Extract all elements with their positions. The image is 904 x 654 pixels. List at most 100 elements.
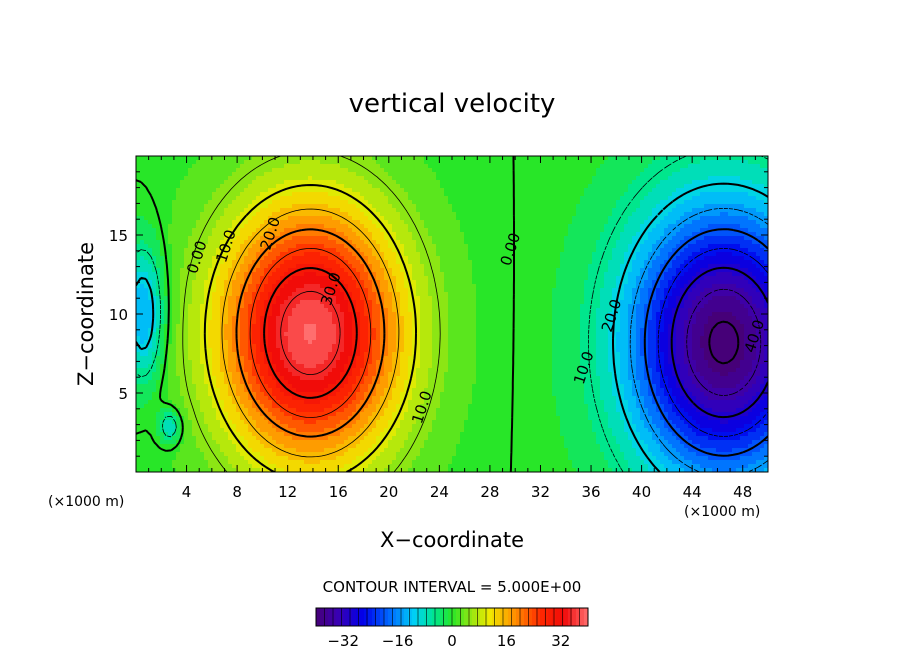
contour-line	[136, 156, 768, 472]
y-tick-label: 15	[109, 227, 128, 245]
colorbar-swatch	[560, 608, 565, 626]
contour-line	[249, 248, 372, 418]
velocity-field	[136, 156, 768, 472]
x-tick-label: 28	[480, 483, 499, 501]
colorbar-swatch	[376, 608, 381, 626]
colorbar-swatch	[368, 608, 373, 626]
colorbar-swatch	[488, 608, 493, 626]
colorbar-swatch	[576, 608, 581, 626]
colorbar-swatch	[324, 608, 329, 626]
colorbar-swatch	[528, 608, 533, 626]
colorbar-tick-label: 32	[551, 632, 570, 650]
contour-line	[643, 228, 768, 457]
colorbar-swatch	[388, 608, 393, 626]
x-tick-label: 12	[278, 483, 297, 501]
x-tick-label: 36	[581, 483, 600, 501]
colorbar-swatch	[344, 608, 349, 626]
colorbar-swatch	[496, 608, 501, 626]
colorbar-swatch	[516, 608, 521, 626]
colorbar-swatch	[584, 608, 589, 626]
y-tick-label: 10	[109, 306, 128, 324]
colorbar-swatch	[440, 608, 445, 626]
colorbar-swatch	[472, 608, 477, 626]
colorbar-swatch	[548, 608, 553, 626]
colorbar	[315, 607, 589, 627]
colorbar-swatch	[444, 608, 449, 626]
x-tick-label: 20	[379, 483, 398, 501]
colorbar-swatch	[480, 608, 485, 626]
contour-interval-text: CONTOUR INTERVAL = 5.000E+00	[323, 578, 582, 596]
x-axis-ticks: 4 8 12 16 20 24 28 32 36 40 44 48	[148, 156, 756, 501]
colorbar-swatch	[372, 608, 377, 626]
colorbar-swatch	[428, 608, 433, 626]
colorbar-swatch	[536, 608, 541, 626]
contour-line	[629, 208, 768, 472]
contour-line	[708, 320, 740, 365]
colorbar-swatch	[468, 608, 473, 626]
colorbar-swatch	[356, 608, 361, 626]
contour-line	[280, 290, 341, 375]
colorbar-swatch	[380, 608, 385, 626]
colorbar-swatch	[572, 608, 577, 626]
colorbar-swatch	[520, 608, 525, 626]
x-tick-label: 32	[531, 483, 550, 501]
colorbar-swatch	[492, 608, 497, 626]
x-tick-label: 16	[329, 483, 348, 501]
contour-line	[136, 182, 768, 472]
contour-line	[235, 228, 386, 438]
colorbar-frame	[315, 607, 589, 627]
colorbar-swatch	[476, 608, 481, 626]
colorbar-swatch	[340, 608, 345, 626]
colorbar-swatch	[532, 608, 537, 626]
colorbar-swatch	[412, 608, 417, 626]
x-tick-label: 24	[430, 483, 449, 501]
colorbar-swatch	[524, 608, 529, 626]
contour-line	[657, 248, 768, 437]
colorbar-swatch	[352, 608, 357, 626]
colorbar-swatch	[464, 608, 469, 626]
colorbar-swatch	[448, 608, 453, 626]
contour-line	[686, 288, 762, 396]
colorbar-swatch	[320, 608, 325, 626]
colorbar-swatch	[328, 608, 333, 626]
contour-lines	[136, 156, 768, 472]
colorbar-swatch	[508, 608, 513, 626]
x-axis-label: X−coordinate	[380, 528, 524, 552]
colorbar-swatch	[436, 608, 441, 626]
chart-title: vertical velocity	[349, 89, 556, 119]
x-tick-label: 8	[232, 483, 242, 501]
contour-line	[136, 156, 515, 472]
x-tick-label: 44	[683, 483, 702, 501]
colorbar-ticks: −32 −16 0 16 32	[327, 632, 570, 650]
colorbar-swatch	[424, 608, 429, 626]
colorbar-swatch	[384, 608, 389, 626]
colorbar-swatch	[540, 608, 545, 626]
colorbar-swatch	[504, 608, 509, 626]
colorbar-swatch	[564, 608, 569, 626]
colorbar-swatch	[456, 608, 461, 626]
colorbar-swatch	[360, 608, 365, 626]
colorbar-swatch	[404, 608, 409, 626]
contour-line	[221, 208, 400, 458]
contour-line	[670, 266, 768, 419]
x-tick-label: 48	[733, 483, 752, 501]
colorbar-tick-label: −32	[327, 632, 359, 650]
colorbar-swatch	[512, 608, 517, 626]
colorbar-swatch	[452, 608, 457, 626]
colorbar-swatch	[580, 608, 585, 626]
x-tick-label: 40	[632, 483, 651, 501]
x-unit-right: (×1000 m)	[684, 504, 760, 520]
colorbar-swatch	[400, 608, 405, 626]
y-axis-ticks: 5 10 15	[109, 171, 768, 457]
contour-line	[263, 267, 358, 399]
colorbar-tick-label: 16	[497, 632, 516, 650]
contour-line	[203, 184, 417, 472]
y-tick-label: 5	[118, 385, 128, 403]
colorbar-swatch	[556, 608, 561, 626]
x-tick-label: 4	[182, 483, 192, 501]
colorbar-swatch	[420, 608, 425, 626]
colorbar-swatch	[364, 608, 369, 626]
colorbar-swatch	[316, 608, 321, 626]
colorbar-swatch	[544, 608, 549, 626]
